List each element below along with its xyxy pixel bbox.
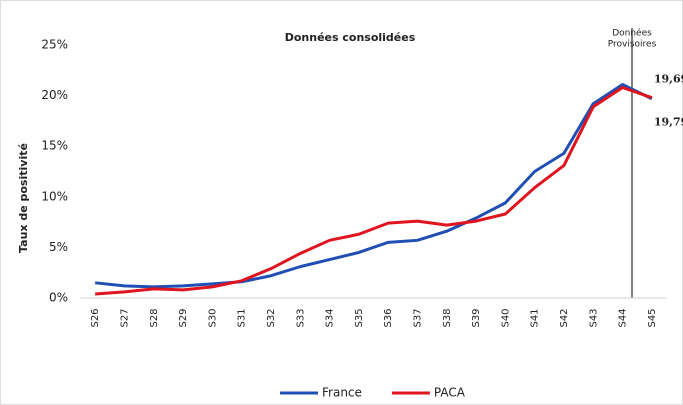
x-tick-label: S38	[442, 308, 453, 327]
x-tick-label: S26	[90, 308, 101, 327]
x-tick-label: S34	[325, 308, 336, 327]
x-tick-label: S39	[471, 308, 482, 327]
y-tick-label: 5%	[49, 240, 68, 254]
x-tick-label: S45	[647, 308, 658, 327]
chart-title: Données consolidées	[285, 31, 416, 44]
x-tick-label: S36	[383, 308, 394, 327]
x-tick-label: S31	[237, 308, 248, 327]
x-tick-label: S28	[149, 308, 160, 327]
x-tick-label: S43	[588, 308, 599, 327]
annotation: Données	[612, 28, 652, 39]
y-tick-label: 25%	[41, 38, 68, 52]
series-line	[95, 86, 653, 296]
annotation: Provisoires	[608, 40, 657, 50]
x-tick-label: S37	[412, 308, 423, 327]
x-tick-label: S33	[295, 308, 306, 327]
y-axis-label: Taux de positivité	[17, 143, 30, 253]
legend-label: PACA	[434, 386, 466, 400]
legend-label: France	[322, 386, 362, 400]
x-tick-label: S27	[119, 308, 130, 327]
x-tick-label: S42	[559, 308, 570, 327]
x-tick-label: S32	[266, 308, 277, 327]
data-label: 19,79	[654, 116, 683, 129]
y-tick-label: 0%	[49, 291, 68, 305]
y-tick-label: 20%	[41, 88, 68, 102]
x-tick-label: S40	[500, 308, 511, 327]
y-tick-label: 10%	[41, 189, 68, 203]
x-tick-label: S29	[178, 308, 189, 327]
y-tick-label: 15%	[41, 139, 68, 153]
data-label: 19,69	[654, 73, 683, 86]
x-tick-label: S30	[207, 308, 218, 327]
x-tick-label: S35	[354, 308, 365, 327]
series-line	[94, 82, 653, 289]
x-tick-label: S44	[618, 308, 629, 327]
x-tick-label: S41	[530, 308, 541, 327]
